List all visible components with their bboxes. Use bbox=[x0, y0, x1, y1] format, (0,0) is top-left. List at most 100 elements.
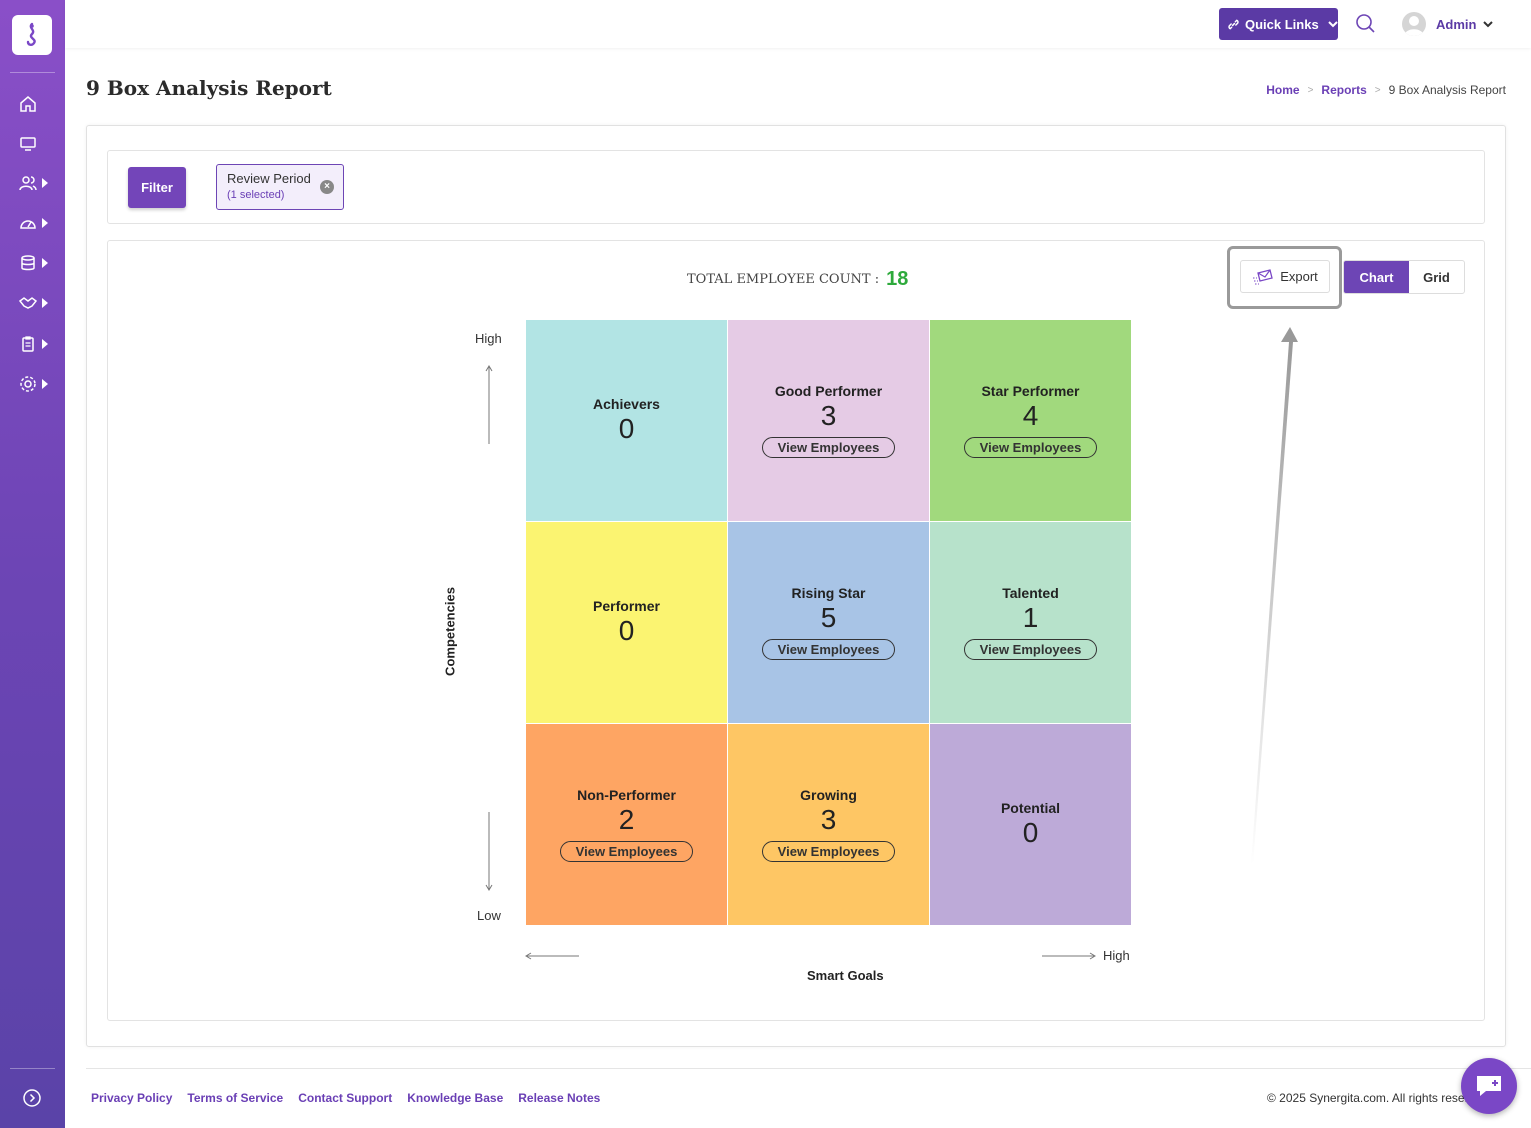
box-name: Non-Performer bbox=[577, 786, 676, 803]
y-axis-high-label: High bbox=[475, 331, 502, 346]
chevron-right-icon bbox=[42, 218, 48, 228]
total-value: 18 bbox=[886, 268, 909, 290]
search-icon[interactable] bbox=[1355, 13, 1377, 35]
top-bar: Quick Links Admin bbox=[65, 0, 1531, 48]
box-count: 4 bbox=[1022, 399, 1039, 431]
app-logo[interactable] bbox=[12, 15, 52, 55]
chip-title: Review Period bbox=[227, 171, 311, 186]
sidebar-item-home[interactable] bbox=[18, 92, 58, 116]
annotation-arrow bbox=[1251, 327, 1298, 865]
view-employees-button[interactable]: View Employees bbox=[963, 437, 1098, 459]
box-count: 0 bbox=[618, 615, 635, 647]
chevron-down-icon[interactable] bbox=[1483, 20, 1493, 28]
users-icon bbox=[19, 176, 37, 191]
avatar[interactable] bbox=[1402, 12, 1426, 36]
export-highlight bbox=[1227, 246, 1342, 309]
grid-view-button[interactable]: Grid bbox=[1423, 269, 1450, 285]
user-menu-label[interactable]: Admin bbox=[1436, 17, 1477, 32]
clear-filter-icon[interactable]: × bbox=[320, 180, 334, 194]
contact-support-link[interactable]: Contact Support bbox=[298, 1091, 393, 1105]
copyright: © 2025 Synergita.com. All rights reserve… bbox=[1267, 1091, 1467, 1105]
home-icon bbox=[20, 96, 36, 112]
total-employee-count: TOTAL EMPLOYEE COUNT : 18 bbox=[687, 268, 908, 291]
quick-links-button[interactable]: Quick Links bbox=[1219, 8, 1338, 40]
release-notes-link[interactable]: Release Notes bbox=[518, 1091, 601, 1105]
box-name: Achievers bbox=[593, 396, 660, 413]
sidebar bbox=[0, 0, 65, 1128]
link-icon bbox=[1228, 18, 1239, 30]
box-cell: Rising Star 5 View Employees bbox=[728, 522, 929, 723]
gauge-icon bbox=[20, 220, 36, 229]
breadcrumb-separator: > bbox=[1307, 84, 1314, 96]
review-period-chip[interactable]: Review Period (1 selected) × bbox=[216, 164, 344, 210]
nine-box-grid: Achievers 0 Good Performer 3 View Employees S… bbox=[526, 320, 1132, 925]
handshake-icon bbox=[18, 297, 38, 309]
sidebar-divider bbox=[10, 1068, 55, 1069]
sidebar-divider bbox=[10, 72, 55, 73]
x-axis-title: Smart Goals bbox=[807, 968, 884, 983]
breadcrumb-reports[interactable]: Reports bbox=[1321, 83, 1367, 97]
box-name: Talented bbox=[1002, 584, 1059, 601]
breadcrumb-home[interactable]: Home bbox=[1266, 83, 1300, 97]
box-count: 3 bbox=[820, 803, 837, 835]
box-name: Rising Star bbox=[791, 584, 866, 601]
up-arrow-icon bbox=[485, 365, 493, 444]
monitor-icon bbox=[20, 137, 36, 151]
logo-icon bbox=[26, 22, 36, 46]
box-count: 0 bbox=[618, 413, 635, 445]
box-name: Potential bbox=[1000, 800, 1061, 817]
expand-circle-icon bbox=[23, 1089, 41, 1107]
chevron-down-icon bbox=[1327, 21, 1338, 28]
chart-view-button[interactable]: Chart bbox=[1344, 261, 1409, 293]
breadcrumb-separator: > bbox=[1374, 84, 1381, 96]
breadcrumb: Home > Reports > 9 Box Analysis Report bbox=[1266, 83, 1506, 97]
box-cell: Potential 0 bbox=[930, 724, 1131, 925]
box-count: 3 bbox=[820, 399, 837, 431]
knowledge-base-link[interactable]: Knowledge Base bbox=[407, 1091, 504, 1105]
sidebar-item-clipboard[interactable] bbox=[18, 332, 58, 356]
chevron-right-icon bbox=[42, 379, 48, 389]
box-name: Good Performer bbox=[774, 382, 883, 399]
sidebar-item-people[interactable] bbox=[18, 171, 58, 195]
terms-of-service-link[interactable]: Terms of Service bbox=[187, 1091, 284, 1105]
view-employees-button[interactable]: View Employees bbox=[963, 639, 1098, 661]
right-arrow-icon bbox=[1042, 952, 1096, 960]
export-button[interactable]: Export bbox=[1240, 260, 1330, 293]
box-cell: Star Performer 4 View Employees bbox=[930, 320, 1131, 521]
sidebar-expand-button[interactable] bbox=[22, 1086, 62, 1110]
sidebar-item-dashboard[interactable] bbox=[18, 211, 58, 235]
sidebar-item-database[interactable] bbox=[18, 251, 58, 275]
gear-icon bbox=[20, 376, 36, 392]
box-cell: Achievers 0 bbox=[526, 320, 727, 521]
export-label: Export bbox=[1280, 269, 1318, 284]
privacy-policy-link[interactable]: Privacy Policy bbox=[91, 1091, 173, 1105]
chat-icon bbox=[1477, 1076, 1501, 1096]
total-label: TOTAL EMPLOYEE COUNT : bbox=[687, 272, 880, 287]
box-cell: Good Performer 3 View Employees bbox=[728, 320, 929, 521]
sidebar-item-handshake[interactable] bbox=[18, 291, 58, 315]
box-count: 1 bbox=[1022, 601, 1039, 633]
box-cell: Talented 1 View Employees bbox=[930, 522, 1131, 723]
left-arrow-icon bbox=[525, 952, 579, 960]
chip-subtitle: (1 selected) bbox=[227, 189, 285, 201]
box-count: 0 bbox=[1022, 817, 1039, 849]
view-employees-button[interactable]: View Employees bbox=[761, 437, 896, 459]
chat-support-button[interactable] bbox=[1461, 1058, 1517, 1114]
chevron-right-icon bbox=[42, 298, 48, 308]
sidebar-item-desktop[interactable] bbox=[18, 132, 58, 156]
chevron-right-icon bbox=[42, 339, 48, 349]
view-toggle: Chart Grid bbox=[1343, 260, 1465, 294]
view-employees-button[interactable]: View Employees bbox=[761, 639, 896, 661]
filter-button[interactable]: Filter bbox=[128, 167, 186, 208]
box-cell: Performer 0 bbox=[526, 522, 727, 723]
down-arrow-icon bbox=[485, 812, 493, 891]
y-axis-low-label: Low bbox=[477, 908, 501, 923]
view-employees-button[interactable]: View Employees bbox=[761, 841, 896, 863]
x-axis-high-label: High bbox=[1103, 948, 1130, 963]
sidebar-item-settings[interactable] bbox=[18, 372, 58, 396]
quick-links-label: Quick Links bbox=[1245, 16, 1319, 32]
box-cell: Non-Performer 2 View Employees bbox=[526, 724, 727, 925]
view-employees-button[interactable]: View Employees bbox=[559, 841, 694, 863]
y-axis-title: Competencies bbox=[442, 587, 458, 676]
box-name: Star Performer bbox=[981, 382, 1080, 399]
